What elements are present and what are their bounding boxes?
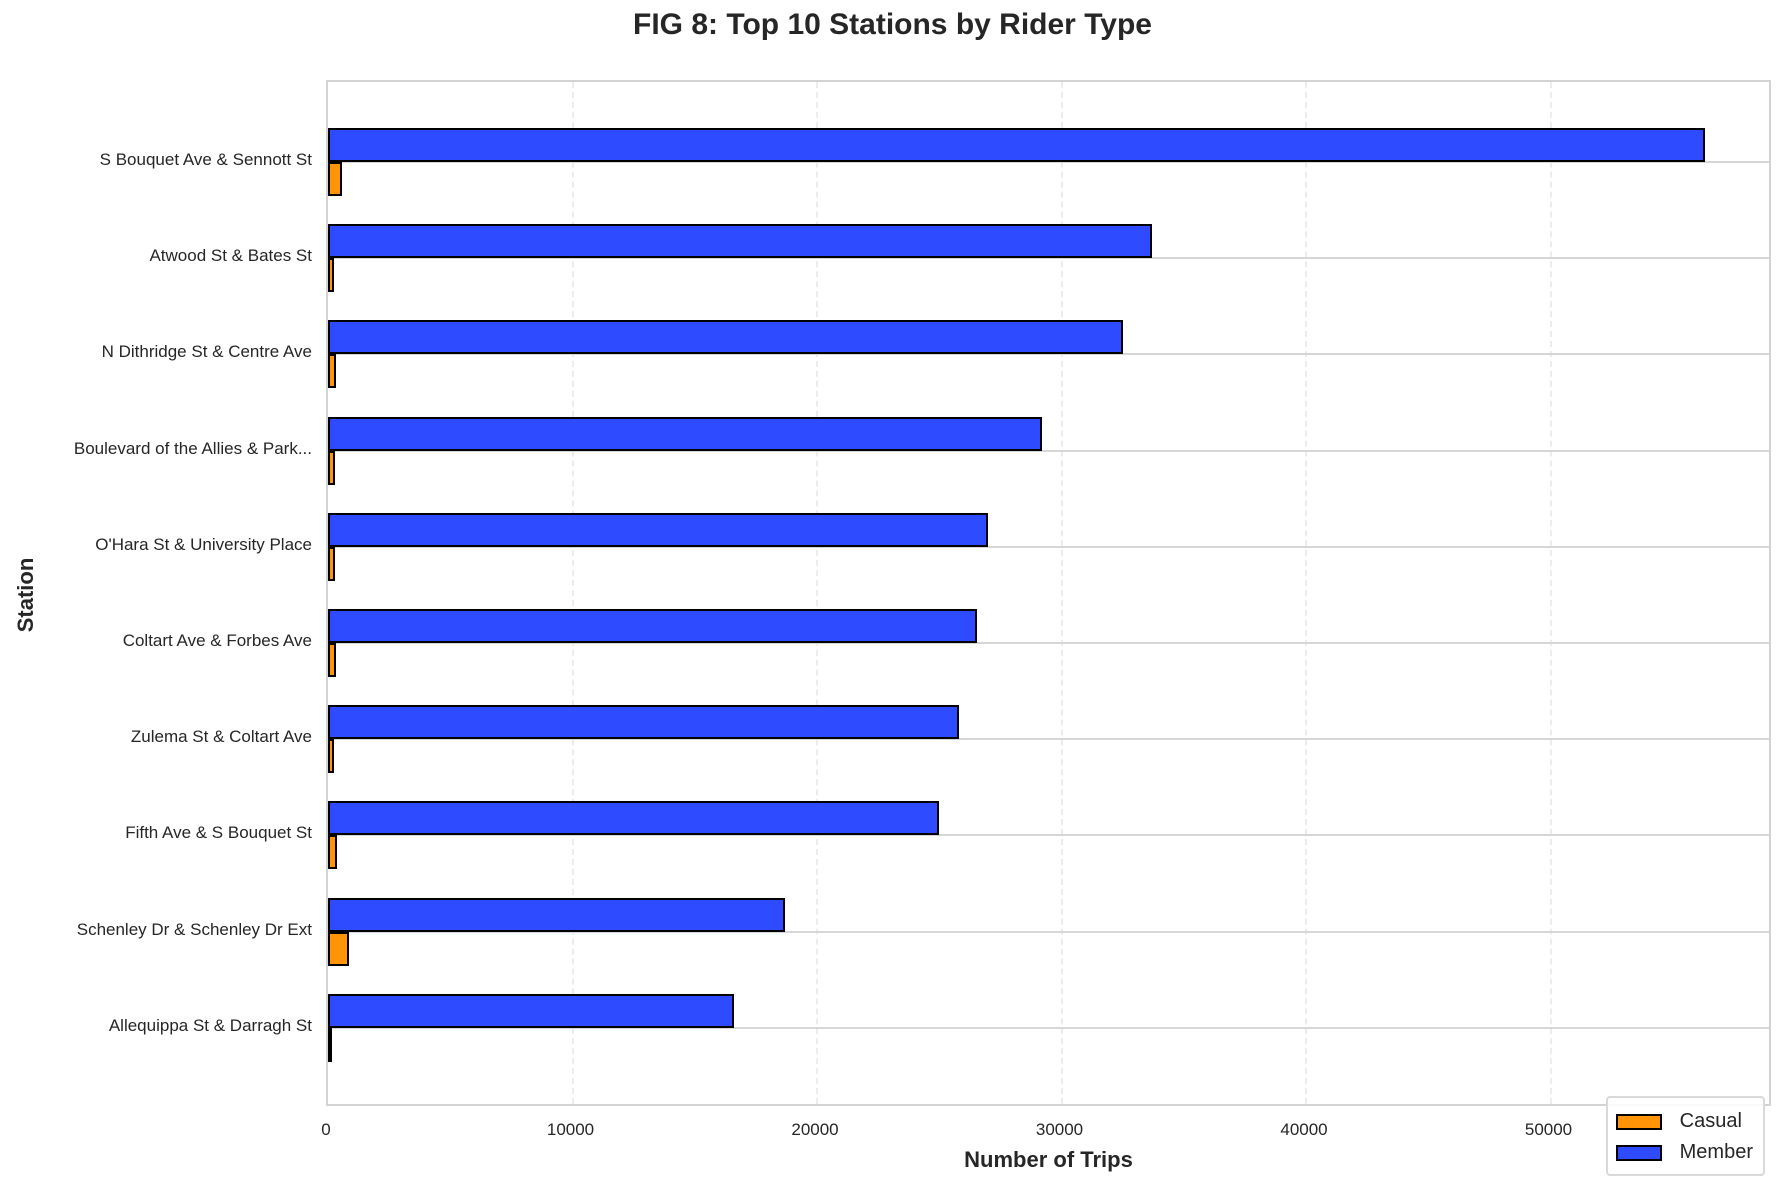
y-gridline bbox=[328, 738, 1769, 741]
y-tick-label: Boulevard of the Allies & Park... bbox=[73, 438, 312, 458]
casual-bar bbox=[328, 546, 335, 581]
casual-bar bbox=[328, 1027, 332, 1062]
y-tick-label: Coltart Ave & Forbes Ave bbox=[122, 631, 312, 650]
y-tick-label: Allequippa St & Darragh St bbox=[108, 1015, 312, 1035]
member-bar bbox=[328, 224, 1152, 259]
y-gridline bbox=[328, 353, 1769, 356]
x-tick-label: 0 bbox=[321, 1120, 331, 1139]
x-tick-label: 50000 bbox=[1524, 1120, 1573, 1139]
member-bar bbox=[328, 705, 959, 740]
casual-bar bbox=[328, 258, 335, 293]
plot-area bbox=[326, 80, 1771, 1106]
x-tick-label: 30000 bbox=[1035, 1120, 1084, 1139]
casual-bar bbox=[328, 354, 337, 389]
x-tick-label: 10000 bbox=[546, 1120, 595, 1139]
x-gridline bbox=[1060, 82, 1063, 1104]
x-gridline bbox=[1305, 82, 1307, 1104]
legend-swatch bbox=[1615, 1113, 1662, 1130]
y-gridline bbox=[328, 257, 1769, 260]
member-bar bbox=[328, 128, 1705, 162]
casual-bar bbox=[328, 450, 335, 485]
y-gridline bbox=[328, 545, 1769, 548]
y-gridline bbox=[328, 834, 1769, 837]
member-bar bbox=[328, 512, 989, 547]
x-gridline bbox=[1549, 82, 1552, 1104]
legend-item-member: Member bbox=[1615, 1137, 1753, 1168]
y-gridline bbox=[328, 1026, 1769, 1029]
y-tick-label: Schenley Dr & Schenley Dr Ext bbox=[76, 919, 312, 939]
legend-label: Member bbox=[1679, 1141, 1753, 1163]
x-tick-label: 40000 bbox=[1280, 1120, 1328, 1139]
y-gridline bbox=[328, 161, 1769, 163]
member-bar bbox=[328, 993, 734, 1028]
x-gridline bbox=[816, 82, 818, 1104]
legend-item-casual: Casual bbox=[1615, 1106, 1753, 1137]
legend: Casual Member bbox=[1605, 1096, 1765, 1176]
x-axis-label: Number of Trips bbox=[964, 1147, 1133, 1172]
y-axis-label: Station bbox=[13, 557, 38, 633]
member-bar bbox=[328, 320, 1123, 355]
y-tick-label: N Dithridge St & Centre Ave bbox=[101, 342, 312, 362]
casual-bar bbox=[328, 643, 337, 677]
chart-title: FIG 8: Top 10 Stations by Rider Type bbox=[633, 8, 1152, 41]
x-gridline bbox=[571, 82, 574, 1104]
member-bar bbox=[328, 897, 786, 932]
legend-swatch bbox=[1615, 1144, 1662, 1161]
y-gridline bbox=[328, 449, 1769, 452]
y-tick-label: Atwood St & Bates St bbox=[149, 246, 312, 266]
member-bar bbox=[328, 416, 1042, 451]
casual-bar bbox=[328, 931, 349, 966]
y-tick-label: S Bouquet Ave & Sennott St bbox=[99, 150, 312, 169]
y-tick-label: O'Hara St & University Place bbox=[95, 534, 312, 554]
x-tick-label: 20000 bbox=[791, 1120, 839, 1139]
y-gridline bbox=[328, 930, 1769, 933]
y-tick-label: Zulema St & Coltart Ave bbox=[130, 727, 312, 747]
casual-bar bbox=[328, 162, 342, 196]
member-bar bbox=[328, 609, 978, 643]
casual-bar bbox=[328, 739, 334, 774]
legend-label: Casual bbox=[1679, 1110, 1742, 1132]
y-gridline bbox=[328, 642, 1769, 644]
casual-bar bbox=[328, 835, 338, 870]
y-tick-label: Fifth Ave & S Bouquet St bbox=[125, 823, 312, 843]
member-bar bbox=[328, 801, 940, 836]
